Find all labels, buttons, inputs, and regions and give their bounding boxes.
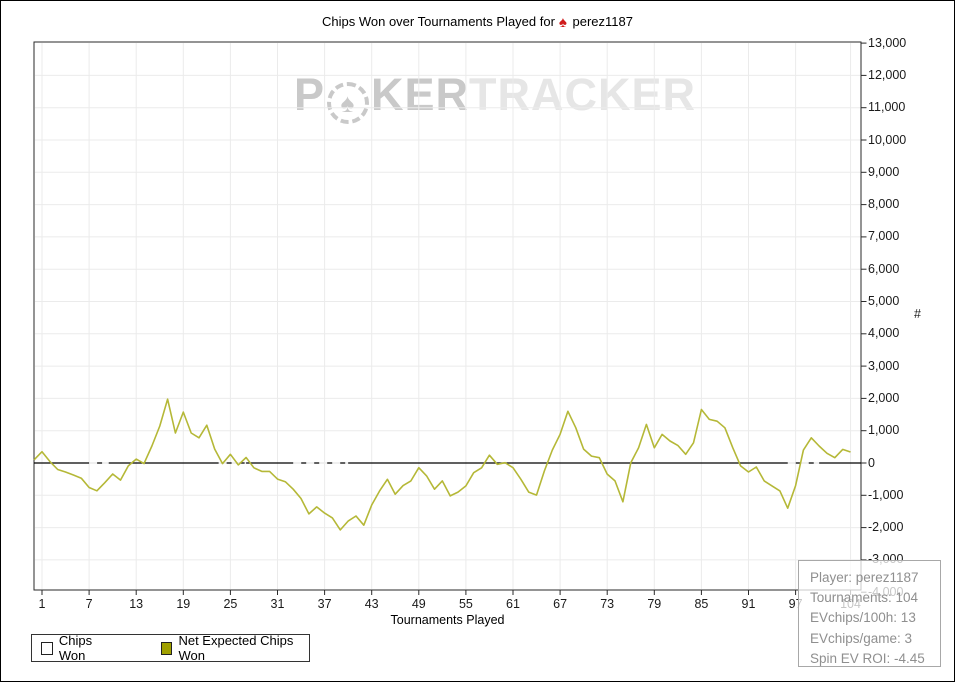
tooltip-player: Player: perez1187 bbox=[810, 570, 919, 585]
watermark-p: P bbox=[294, 69, 326, 120]
tooltip-tournaments: Tournaments: 104 bbox=[810, 590, 919, 606]
x-axis-tick-label: 61 bbox=[506, 597, 520, 611]
x-axis-tick-label: 13 bbox=[129, 597, 144, 611]
y-axis-tick-label: 12,000 bbox=[868, 67, 907, 82]
x-axis-tick-label: 31 bbox=[270, 597, 285, 611]
watermark-ker: KER bbox=[371, 69, 470, 120]
x-axis-tick-label: 37 bbox=[317, 597, 332, 611]
y-axis-tick-label: -1,000 bbox=[868, 487, 904, 502]
y-axis-tick-label: 5,000 bbox=[868, 294, 900, 308]
y-axis-tick-label: 13,000 bbox=[868, 35, 907, 50]
y-axis-tick-label: 4,000 bbox=[868, 326, 900, 341]
x-axis-title: Tournaments Played bbox=[390, 613, 505, 627]
tooltip-evchips-100h: EVchips/100h: 13 bbox=[810, 610, 916, 626]
poker-chip-icon: ♠ bbox=[327, 82, 370, 124]
y-axis-tick-label: -2,000 bbox=[868, 520, 904, 535]
plot-border bbox=[33, 41, 862, 591]
legend-label-chips-won: Chips Won bbox=[58, 633, 93, 663]
y-axis-tick-label: 10,000 bbox=[868, 132, 907, 147]
y-axis-title: # bbox=[914, 307, 921, 321]
y-axis-tick-label: 7,000 bbox=[868, 229, 900, 244]
legend-label-net-expected: Net Expected Chips Won bbox=[178, 633, 294, 663]
x-axis-tick-label: 67 bbox=[553, 597, 568, 611]
legend-box: Chips Won Net Expected Chips Won bbox=[31, 633, 310, 663]
pokertracker-watermark: P ♠ KERTRACKER bbox=[294, 69, 696, 124]
y-axis-tick-label: 1,000 bbox=[868, 423, 900, 438]
y-axis-tick-label: 3,000 bbox=[868, 358, 900, 373]
net-expected-swatch[interactable] bbox=[160, 641, 173, 655]
y-axis-tick-label: 9,000 bbox=[868, 164, 900, 179]
tooltip-spin-ev-roi: Spin EV ROI: -4.45 bbox=[810, 650, 925, 666]
x-axis-tick-label: 91 bbox=[741, 597, 756, 611]
x-axis-tick-label: 49 bbox=[411, 597, 426, 611]
legend-item-chips-won[interactable]: Chips Won bbox=[41, 633, 116, 663]
y-axis-tick-label: 6,000 bbox=[868, 261, 900, 276]
y-axis-tick-label: 2,000 bbox=[868, 390, 900, 405]
title-player-name: perez1187 bbox=[572, 14, 633, 29]
y-axis-tick-label: 0 bbox=[868, 455, 875, 470]
title-text: Chips Won over Tournaments Played for bbox=[322, 14, 555, 29]
x-axis-tick-label: 19 bbox=[176, 597, 191, 611]
page-title: Chips Won over Tournaments Played for ♠ p… bbox=[1, 14, 954, 31]
y-axis-tick-label: 11,000 bbox=[868, 100, 906, 115]
x-axis-tick-label: 43 bbox=[364, 597, 379, 611]
x-axis-tick-label: 85 bbox=[694, 597, 709, 611]
x-axis-tick-label: 25 bbox=[223, 597, 238, 611]
y-axis-tick-label: 8,000 bbox=[868, 197, 900, 212]
net-expected-chips-line bbox=[33, 398, 851, 531]
x-axis-tick-label: 55 bbox=[458, 597, 473, 611]
pokerstars-spade-icon: ♠ bbox=[558, 14, 567, 31]
watermark-tracker: TRACKER bbox=[469, 69, 697, 120]
stats-tooltip: Player: perez1187 Tournaments: 104 EVchi… bbox=[798, 560, 941, 667]
x-axis-tick-label: 79 bbox=[647, 597, 662, 611]
tooltip-evchips-game: EVchips/game: 3 bbox=[810, 630, 913, 646]
x-axis-tick-label: 1 bbox=[38, 597, 46, 611]
x-axis-tick-label: 7 bbox=[85, 597, 93, 611]
chips-won-swatch[interactable] bbox=[41, 641, 53, 655]
x-axis-tick-label: 73 bbox=[600, 597, 615, 611]
legend-item-net-expected[interactable]: Net Expected Chips Won bbox=[160, 633, 309, 663]
